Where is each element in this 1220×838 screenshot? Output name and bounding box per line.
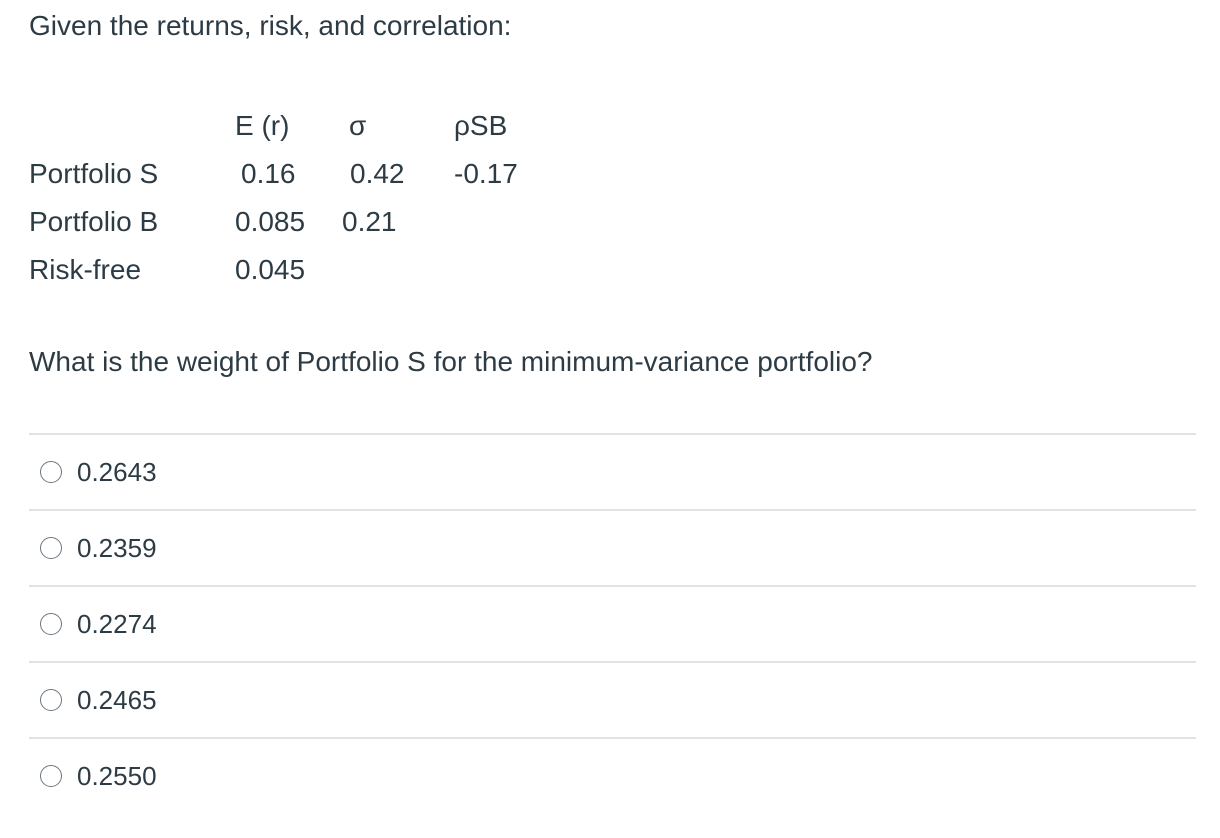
question-intro: Given the returns, risk, and correlation… — [29, 10, 512, 41]
cell-correlation — [454, 246, 564, 294]
row-label: Portfolio S — [29, 158, 159, 189]
table-header-row: E (r) σ ρSB — [29, 102, 564, 150]
answer-option[interactable]: 0.2359 — [29, 511, 1196, 587]
row-label: Portfolio B — [29, 206, 159, 237]
question-text: What is the weight of Portfolio S for th… — [29, 346, 873, 377]
answer-label: 0.2643 — [77, 457, 157, 487]
radio-button[interactable] — [40, 765, 62, 787]
cell-sigma: 0.42 — [350, 158, 405, 189]
radio-button[interactable] — [40, 613, 62, 635]
cell-expected-return: 0.045 — [235, 254, 306, 285]
cell-sigma: 0.21 — [342, 206, 397, 237]
data-table: E (r) σ ρSB Portfolio S 0.16 0.42 -0.17 … — [29, 102, 564, 294]
answer-label: 0.2550 — [77, 761, 157, 791]
answer-list: 0.2643 0.2359 0.2274 0.2465 0.2550 — [29, 433, 1196, 813]
cell-expected-return: 0.085 — [235, 206, 306, 237]
header-empty-cell — [29, 102, 235, 150]
answer-label: 0.2465 — [77, 685, 157, 715]
radio-button[interactable] — [40, 461, 62, 483]
table-row: Risk-free 0.045 — [29, 246, 564, 294]
row-label: Risk-free — [29, 254, 142, 285]
cell-expected-return: 0.16 — [241, 158, 296, 189]
answer-option[interactable]: 0.2465 — [29, 663, 1196, 739]
answer-option[interactable]: 0.2643 — [29, 435, 1196, 511]
header-expected-return: E (r) — [235, 110, 290, 141]
answer-label: 0.2359 — [77, 533, 157, 563]
cell-correlation — [454, 198, 564, 246]
cell-sigma — [342, 246, 454, 294]
radio-button[interactable] — [40, 537, 62, 559]
radio-button[interactable] — [40, 689, 62, 711]
table-row: Portfolio S 0.16 0.42 -0.17 — [29, 150, 564, 198]
table-row: Portfolio B 0.085 0.21 — [29, 198, 564, 246]
cell-correlation: -0.17 — [454, 158, 518, 189]
header-sigma: σ — [349, 110, 367, 141]
answer-option[interactable]: 0.2550 — [29, 739, 1196, 813]
header-correlation: ρSB — [454, 110, 508, 141]
answer-option[interactable]: 0.2274 — [29, 587, 1196, 663]
answer-label: 0.2274 — [77, 609, 157, 639]
